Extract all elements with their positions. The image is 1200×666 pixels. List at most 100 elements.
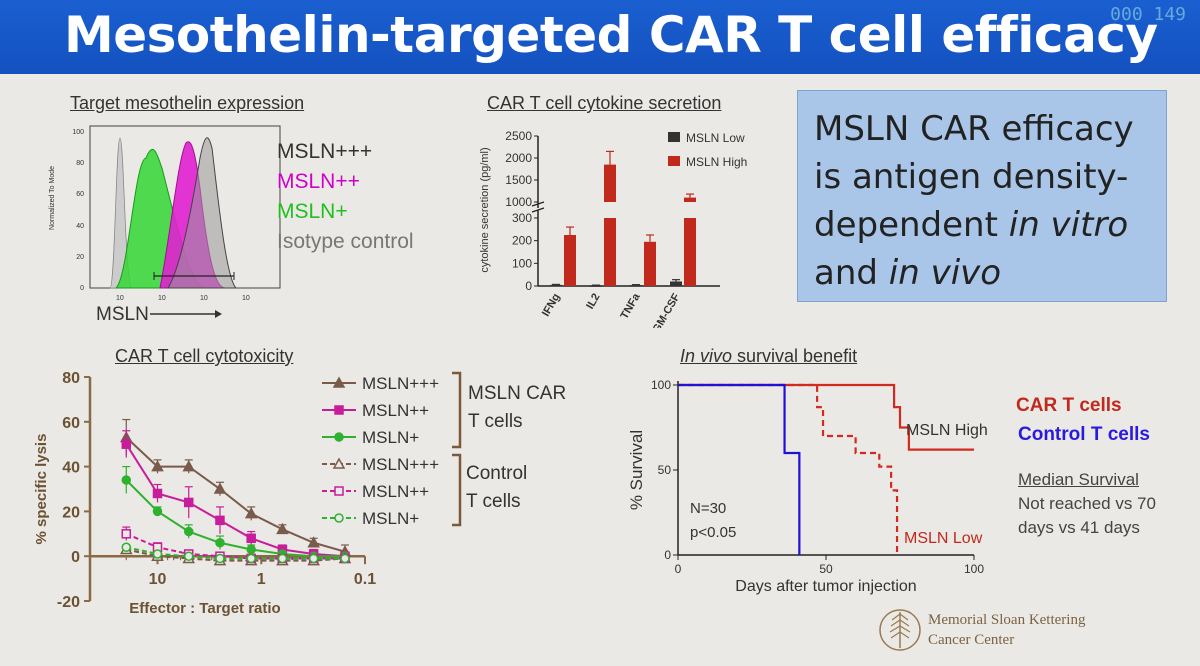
flow-y-tick: 60 [76, 191, 84, 198]
cytokine-y-label: cytokine secretion (pg/ml) [479, 147, 491, 272]
legend-label: MSLN High [686, 155, 747, 169]
marker [340, 553, 350, 564]
title-bar: Mesothelin-targeted CAR T cell efficacy … [0, 0, 1200, 74]
series-control-5 [121, 542, 350, 564]
marker [277, 553, 288, 564]
marker [183, 551, 194, 561]
marker [183, 497, 194, 508]
bar-upper [604, 164, 616, 202]
logo-line: Memorial Sloan Kettering [928, 612, 1086, 628]
cytotox-y-label: % specific lysis [33, 434, 50, 545]
legend-label: MSLN+++ [362, 374, 439, 393]
legend-label: MSLN+ [362, 428, 419, 447]
y-tick-label: 40 [62, 460, 80, 477]
x-tick-label: 50 [819, 562, 833, 576]
y-tick-label: 60 [62, 415, 80, 432]
flow-x-label: MSLN [96, 304, 149, 325]
axis-break [531, 201, 545, 213]
bar [564, 235, 576, 286]
msln-low-label: MSLN Low [904, 530, 983, 547]
marker [152, 506, 163, 517]
flow-x-tick: 10 [242, 295, 250, 302]
flow-y-tick: 20 [76, 254, 84, 261]
flow-histogram: Normalized To Mode 100 80 60 40 20 0 10 … [49, 125, 281, 325]
marker [334, 405, 344, 415]
cytotox-heading: CAR T cell cytotoxicity [115, 346, 294, 366]
logo-line: Cancer Center [928, 632, 1015, 648]
marker [246, 533, 256, 544]
bar [684, 218, 696, 286]
marker [121, 439, 132, 449]
legend-label: MSLN+++ [362, 455, 439, 474]
survival-chart: % Survival 0 50 100 0 50 100 Days after tumor i… [627, 378, 988, 595]
cytotoxicity-chart: % specific lysis -20 0 20 40 60 80 10 1 0.1 Effect… [33, 370, 566, 617]
y-tick-label: 300 [512, 211, 532, 225]
survival-heading: In vivo survival benefit [680, 346, 858, 366]
control-group-label: T cells [466, 491, 521, 512]
y-tick-label: 20 [62, 504, 80, 521]
marker [332, 457, 346, 469]
series-line [125, 443, 346, 558]
y-tick-label: 2000 [505, 151, 532, 165]
bar [670, 281, 682, 286]
marker [183, 526, 194, 537]
marker [151, 460, 164, 472]
series-line [125, 479, 345, 558]
mskcc-logo-icon [879, 609, 921, 651]
x-tick-label: 1 [257, 571, 266, 588]
marker [121, 475, 132, 485]
survival-y-label: % Survival [627, 430, 646, 510]
marker [307, 536, 320, 548]
slide-counter: 000 149 [1110, 4, 1186, 25]
flow-y-ticks: 100 80 60 40 20 0 [72, 129, 84, 292]
y-tick-label: 0 [71, 549, 80, 566]
bar [550, 284, 562, 287]
median-line: Not reached vs 70 [1018, 494, 1156, 513]
median-title: Median Survival [1018, 470, 1139, 489]
survival-curve [678, 383, 899, 555]
marker [182, 460, 196, 472]
legend-car-t: CAR T cells [1016, 395, 1122, 416]
x-tick-label: 100 [964, 562, 984, 576]
y-tick-label: 100 [512, 256, 532, 270]
marker [152, 549, 163, 559]
car-group-label: T cells [468, 411, 523, 432]
marker [121, 529, 132, 539]
category-label: IFNg [540, 292, 563, 319]
category-label: IL2 [584, 292, 602, 312]
bar [590, 285, 602, 287]
control-group-label: Control [466, 463, 527, 484]
legend-label: MSLN++ [362, 401, 429, 420]
cytotox-x-label: Effector : Target ratio [129, 600, 280, 617]
series-line [125, 436, 346, 553]
marker [246, 544, 256, 555]
legend-msln-2: MSLN++ [277, 170, 360, 193]
marker [215, 553, 225, 564]
median-line: days vs 41 days [1018, 518, 1140, 537]
survival-x-label: Days after tumor injection [735, 578, 916, 595]
y-tick-label: 1500 [505, 173, 532, 187]
marker [308, 553, 319, 564]
summary-box: MSLN CAR efficacy is antigen density- de… [797, 90, 1167, 302]
legend-control-t: Control T cells [1018, 424, 1150, 445]
msln-high-label: MSLN High [906, 422, 988, 439]
marker [121, 542, 132, 552]
p-label: p<0.05 [690, 524, 736, 541]
marker [246, 553, 256, 564]
flow-x-ticks: 10 10 10 10 [116, 295, 250, 302]
flow-y-label: Normalized To Mode [49, 166, 56, 230]
y-tick-label: 0 [664, 548, 671, 562]
legend-msln-3: MSLN+++ [277, 140, 373, 163]
flow-y-tick: 80 [76, 160, 84, 167]
bar [644, 241, 656, 286]
category-label: GM-CSF [651, 291, 683, 328]
y-tick-label: 80 [62, 370, 80, 387]
legend-label: MSLN Low [686, 131, 745, 145]
marker [215, 538, 225, 548]
msln-plus-plus-plus-histogram [167, 137, 238, 289]
flow-y-tick: 100 [72, 129, 84, 136]
y-tick-label: 2500 [505, 129, 532, 143]
marker [152, 488, 163, 499]
bar-upper [684, 197, 696, 202]
control-bracket [452, 453, 462, 527]
